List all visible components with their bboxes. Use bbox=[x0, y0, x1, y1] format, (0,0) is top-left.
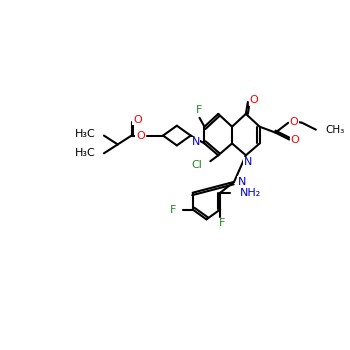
Text: N: N bbox=[191, 138, 200, 147]
Text: N: N bbox=[238, 177, 246, 187]
Text: O: O bbox=[136, 131, 145, 141]
Text: F: F bbox=[170, 204, 176, 215]
Text: F: F bbox=[196, 105, 203, 115]
Text: CH₃: CH₃ bbox=[326, 125, 345, 135]
Text: O: O bbox=[133, 115, 142, 125]
Text: N: N bbox=[244, 157, 252, 167]
Text: NH₂: NH₂ bbox=[240, 188, 261, 198]
Text: O: O bbox=[249, 95, 258, 105]
Text: O: O bbox=[291, 135, 300, 146]
Text: O: O bbox=[290, 117, 299, 127]
Text: H₃C: H₃C bbox=[75, 128, 96, 139]
Text: F: F bbox=[219, 218, 225, 228]
Text: Cl: Cl bbox=[191, 160, 203, 170]
Text: H₃C: H₃C bbox=[75, 148, 96, 158]
